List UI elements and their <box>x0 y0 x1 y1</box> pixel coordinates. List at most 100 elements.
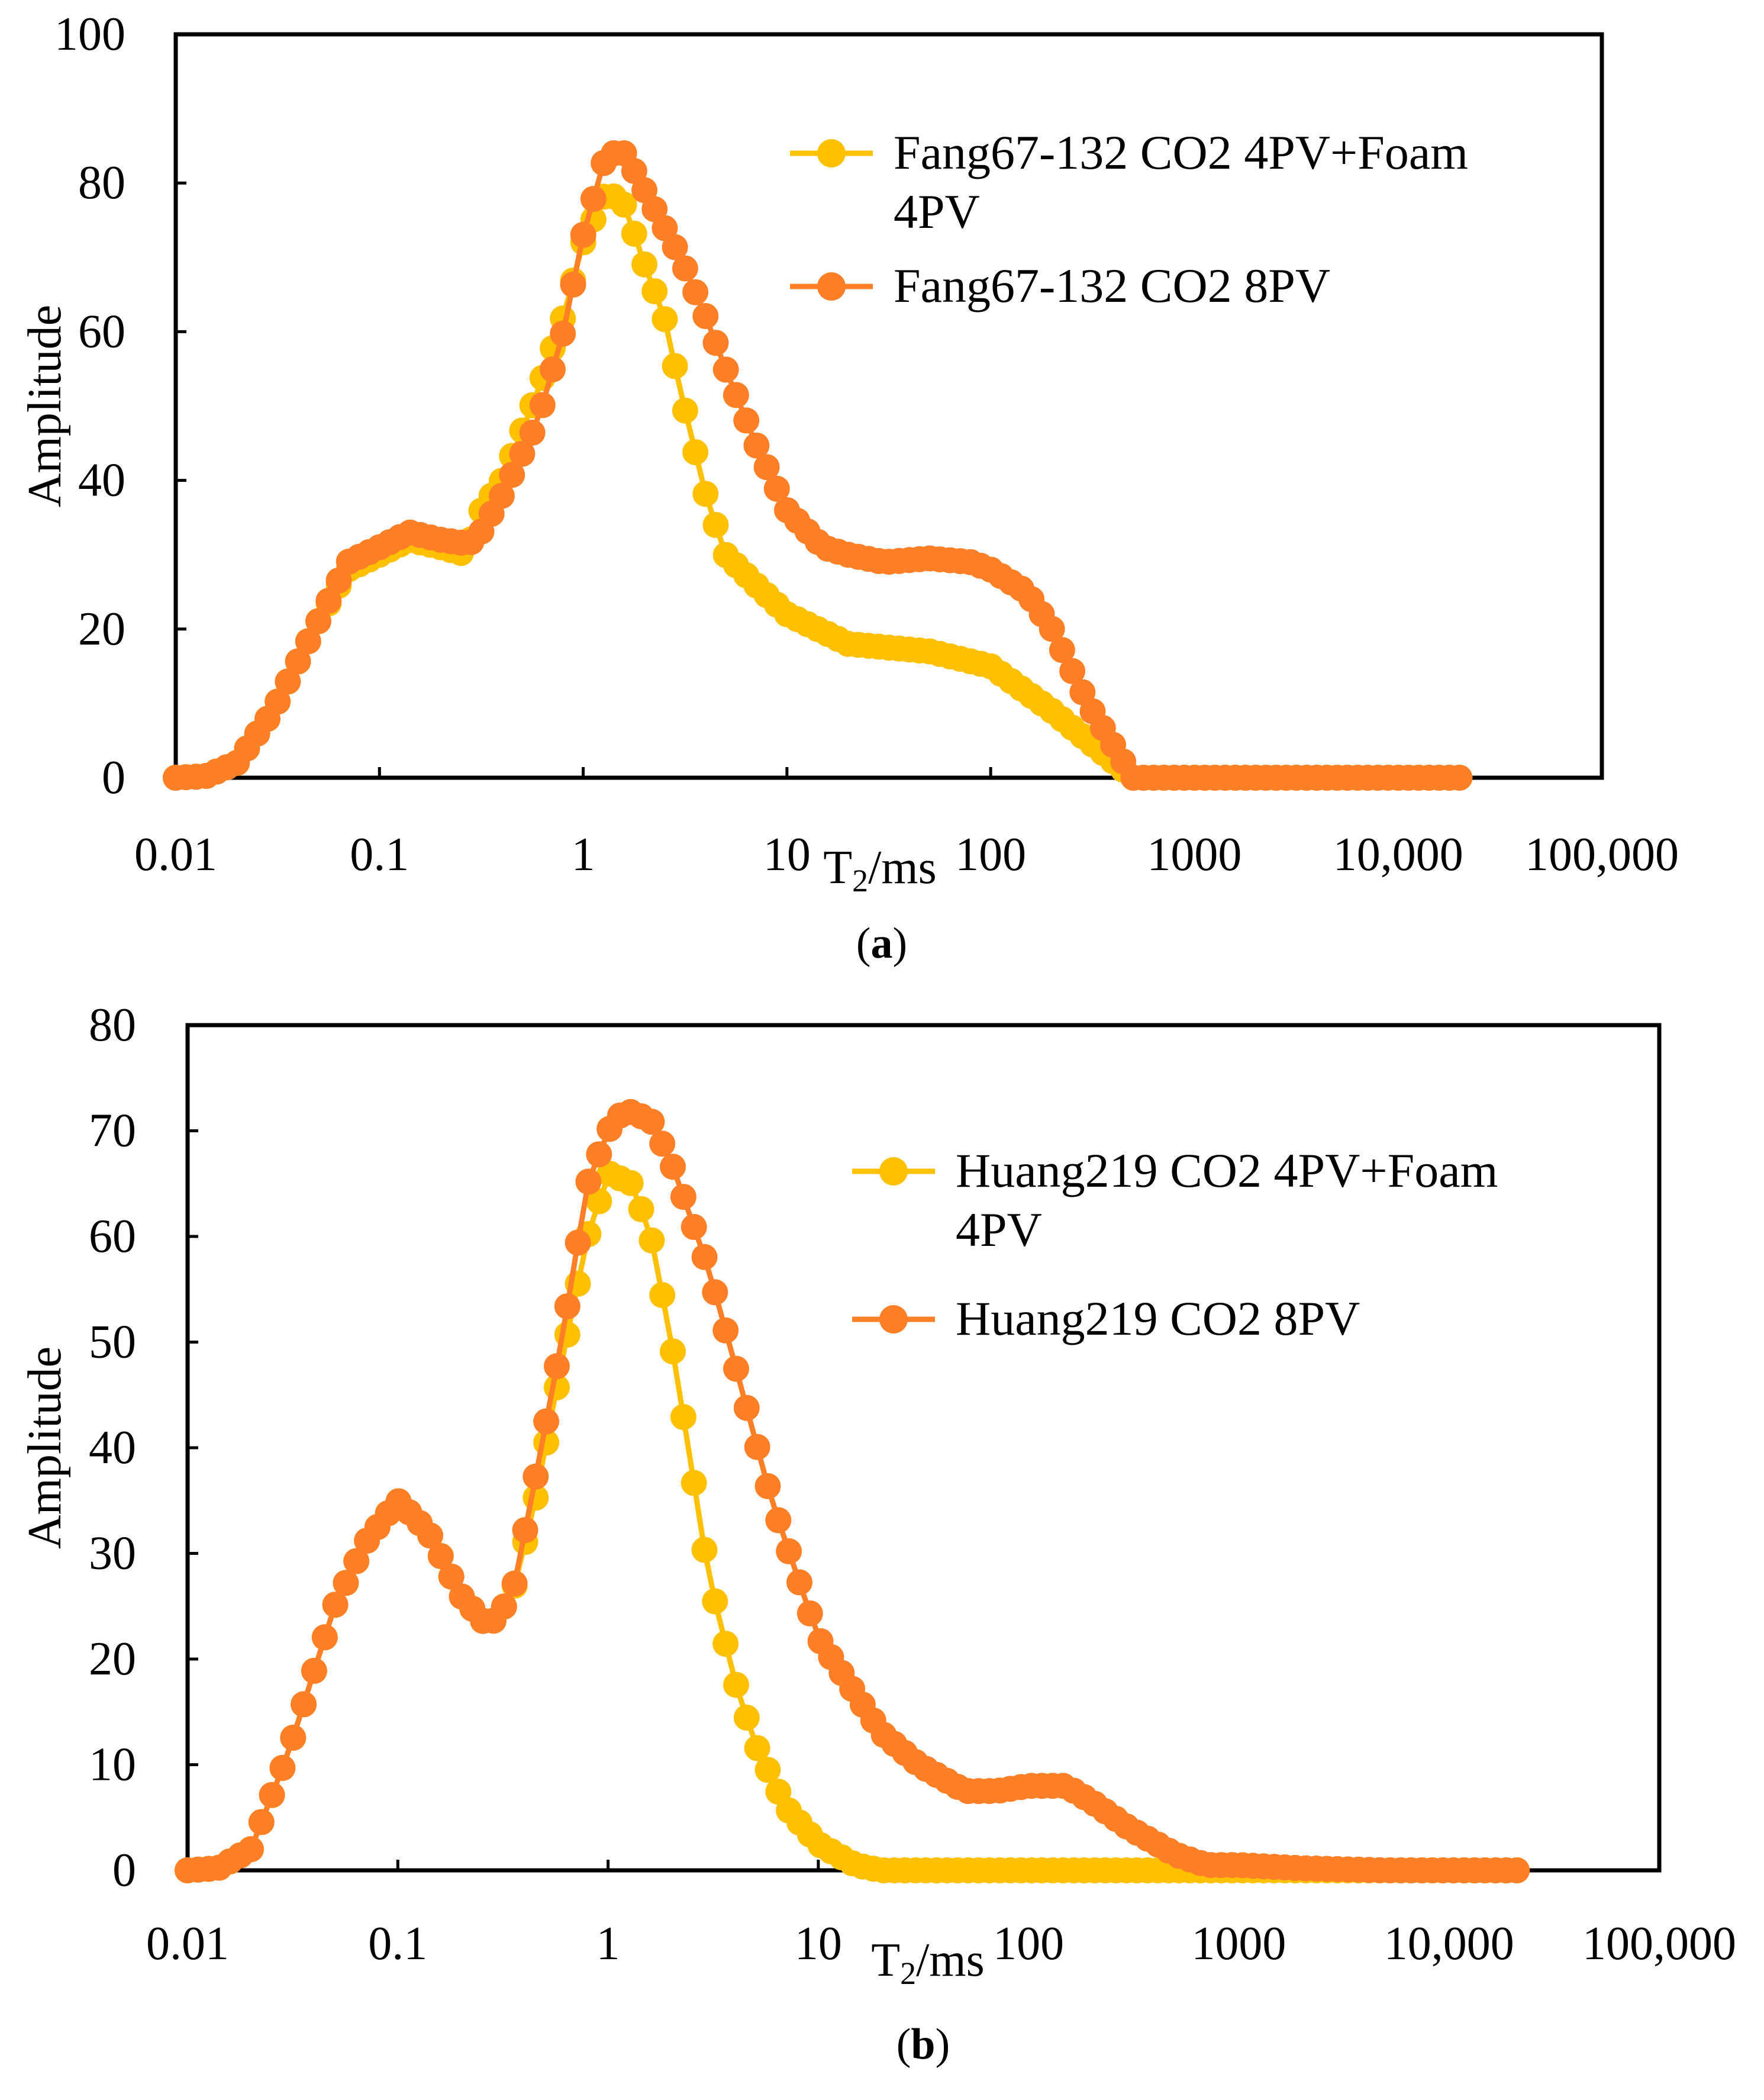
y-tick-label: 60 <box>78 305 125 357</box>
data-point <box>662 353 688 379</box>
data-point <box>776 1538 802 1564</box>
y-tick-label: 40 <box>78 455 125 507</box>
x-tick-label: 0.01 <box>146 1918 229 1970</box>
data-point <box>681 1214 707 1240</box>
data-point <box>733 407 760 434</box>
x-tick-label: 1 <box>572 829 595 881</box>
y-tick-label: 0 <box>112 1844 136 1896</box>
x-tick-label: 10,000 <box>1333 829 1463 881</box>
data-point <box>1039 616 1065 642</box>
y-tick-label: 80 <box>78 157 125 209</box>
data-point <box>672 255 698 282</box>
data-point <box>649 1130 676 1157</box>
data-point <box>712 356 739 383</box>
data-point <box>786 1569 812 1596</box>
data-point <box>295 628 321 655</box>
data-point <box>305 608 331 634</box>
x-tick-label: 0.1 <box>350 829 409 881</box>
data-point <box>315 588 342 614</box>
y-tick-label: 20 <box>89 1633 136 1685</box>
data-point <box>702 330 729 356</box>
data-point <box>672 397 698 424</box>
y-tick-label: 40 <box>89 1422 136 1474</box>
data-point <box>488 482 515 509</box>
data-point <box>743 432 770 459</box>
ticks-a: 0.01 0.1 1 10 100 1000 10,000 100,000 0 20 40 60 80 1… <box>54 8 1679 881</box>
data-point <box>631 251 657 278</box>
data-point <box>670 1184 696 1210</box>
data-point <box>692 481 719 507</box>
data-point <box>491 1593 517 1620</box>
data-point <box>754 1473 781 1499</box>
data-point <box>754 1757 781 1783</box>
data-point <box>280 1724 307 1751</box>
data-point <box>702 1588 728 1615</box>
data-point <box>733 1705 760 1731</box>
y-tick-label: 20 <box>78 603 125 655</box>
data-point <box>554 1293 581 1320</box>
data-point <box>682 279 709 305</box>
data-point <box>275 668 301 695</box>
data-point <box>692 303 719 329</box>
legend-marker <box>879 1157 908 1186</box>
y-axis-title-a: Amplitude <box>19 305 71 507</box>
x-tick-label: 1000 <box>1147 829 1241 881</box>
data-point <box>611 191 637 218</box>
data-point <box>681 1470 707 1496</box>
data-point <box>501 1570 528 1597</box>
plot-area-b <box>185 1023 1662 1873</box>
legend-label: Fang67-132 CO2 4PV+Foam <box>894 125 1468 179</box>
data-point <box>638 1227 665 1254</box>
data-point <box>670 1404 696 1431</box>
x-tick-label: 0.1 <box>368 1918 427 1970</box>
y-tick-label: 50 <box>89 1316 136 1368</box>
data-point <box>333 1570 359 1596</box>
legend-label: 4PV <box>894 185 980 239</box>
data-point <box>723 1671 749 1698</box>
data-point <box>1069 679 1096 706</box>
y-tick-label: 70 <box>89 1105 136 1157</box>
data-point <box>285 648 311 675</box>
data-point <box>753 454 780 481</box>
x-tick-label: 10,000 <box>1384 1918 1514 1970</box>
legend-label: Huang219 CO2 8PV <box>956 1291 1360 1345</box>
data-point <box>652 306 678 333</box>
data-point <box>438 1563 465 1590</box>
data-point <box>523 1463 549 1490</box>
y-tick-label: 80 <box>89 999 136 1051</box>
data-point <box>248 1809 275 1835</box>
x-axis-title-a: T2/ms <box>823 842 936 898</box>
x-tick-label: 1000 <box>1191 1918 1286 1970</box>
data-point <box>586 1188 612 1215</box>
data-point <box>291 1691 317 1718</box>
data-point <box>641 278 668 305</box>
data-point <box>499 462 525 488</box>
data-point <box>322 1592 349 1618</box>
x-tick-label: 0.01 <box>134 829 217 881</box>
series-group-a <box>163 140 1473 791</box>
data-point <box>575 1168 602 1195</box>
x-tick-label: 10 <box>795 1918 842 1970</box>
y-tick-label: 30 <box>89 1528 136 1580</box>
data-point <box>311 1624 338 1651</box>
x-tick-label: 100,000 <box>1525 829 1679 881</box>
data-point <box>529 392 556 418</box>
data-point <box>533 1408 560 1435</box>
data-point <box>691 1244 718 1270</box>
legend-label: 4PV <box>956 1203 1042 1257</box>
data-point <box>733 1394 760 1421</box>
y-tick-label: 100 <box>54 8 125 60</box>
data-point <box>682 439 709 465</box>
data-point <box>691 1537 718 1563</box>
legend-a: Fang67-132 CO2 4PV+Foam 4PV Fang67-132 CO2… <box>790 125 1468 313</box>
legend-label: Huang219 CO2 4PV+Foam <box>956 1144 1498 1197</box>
data-point <box>265 688 291 715</box>
data-point <box>702 511 729 538</box>
data-point <box>660 1154 686 1180</box>
chart-panel-b: 0.01 0.1 1 10 100 1000 10,000 100,000 0 10 20 30 40 5… <box>19 999 1736 2069</box>
panel-caption-b: (b) <box>896 2020 950 2069</box>
x-tick-label: 100 <box>955 829 1026 881</box>
data-point <box>565 1229 591 1256</box>
data-point <box>540 356 566 383</box>
data-point <box>765 1507 792 1534</box>
